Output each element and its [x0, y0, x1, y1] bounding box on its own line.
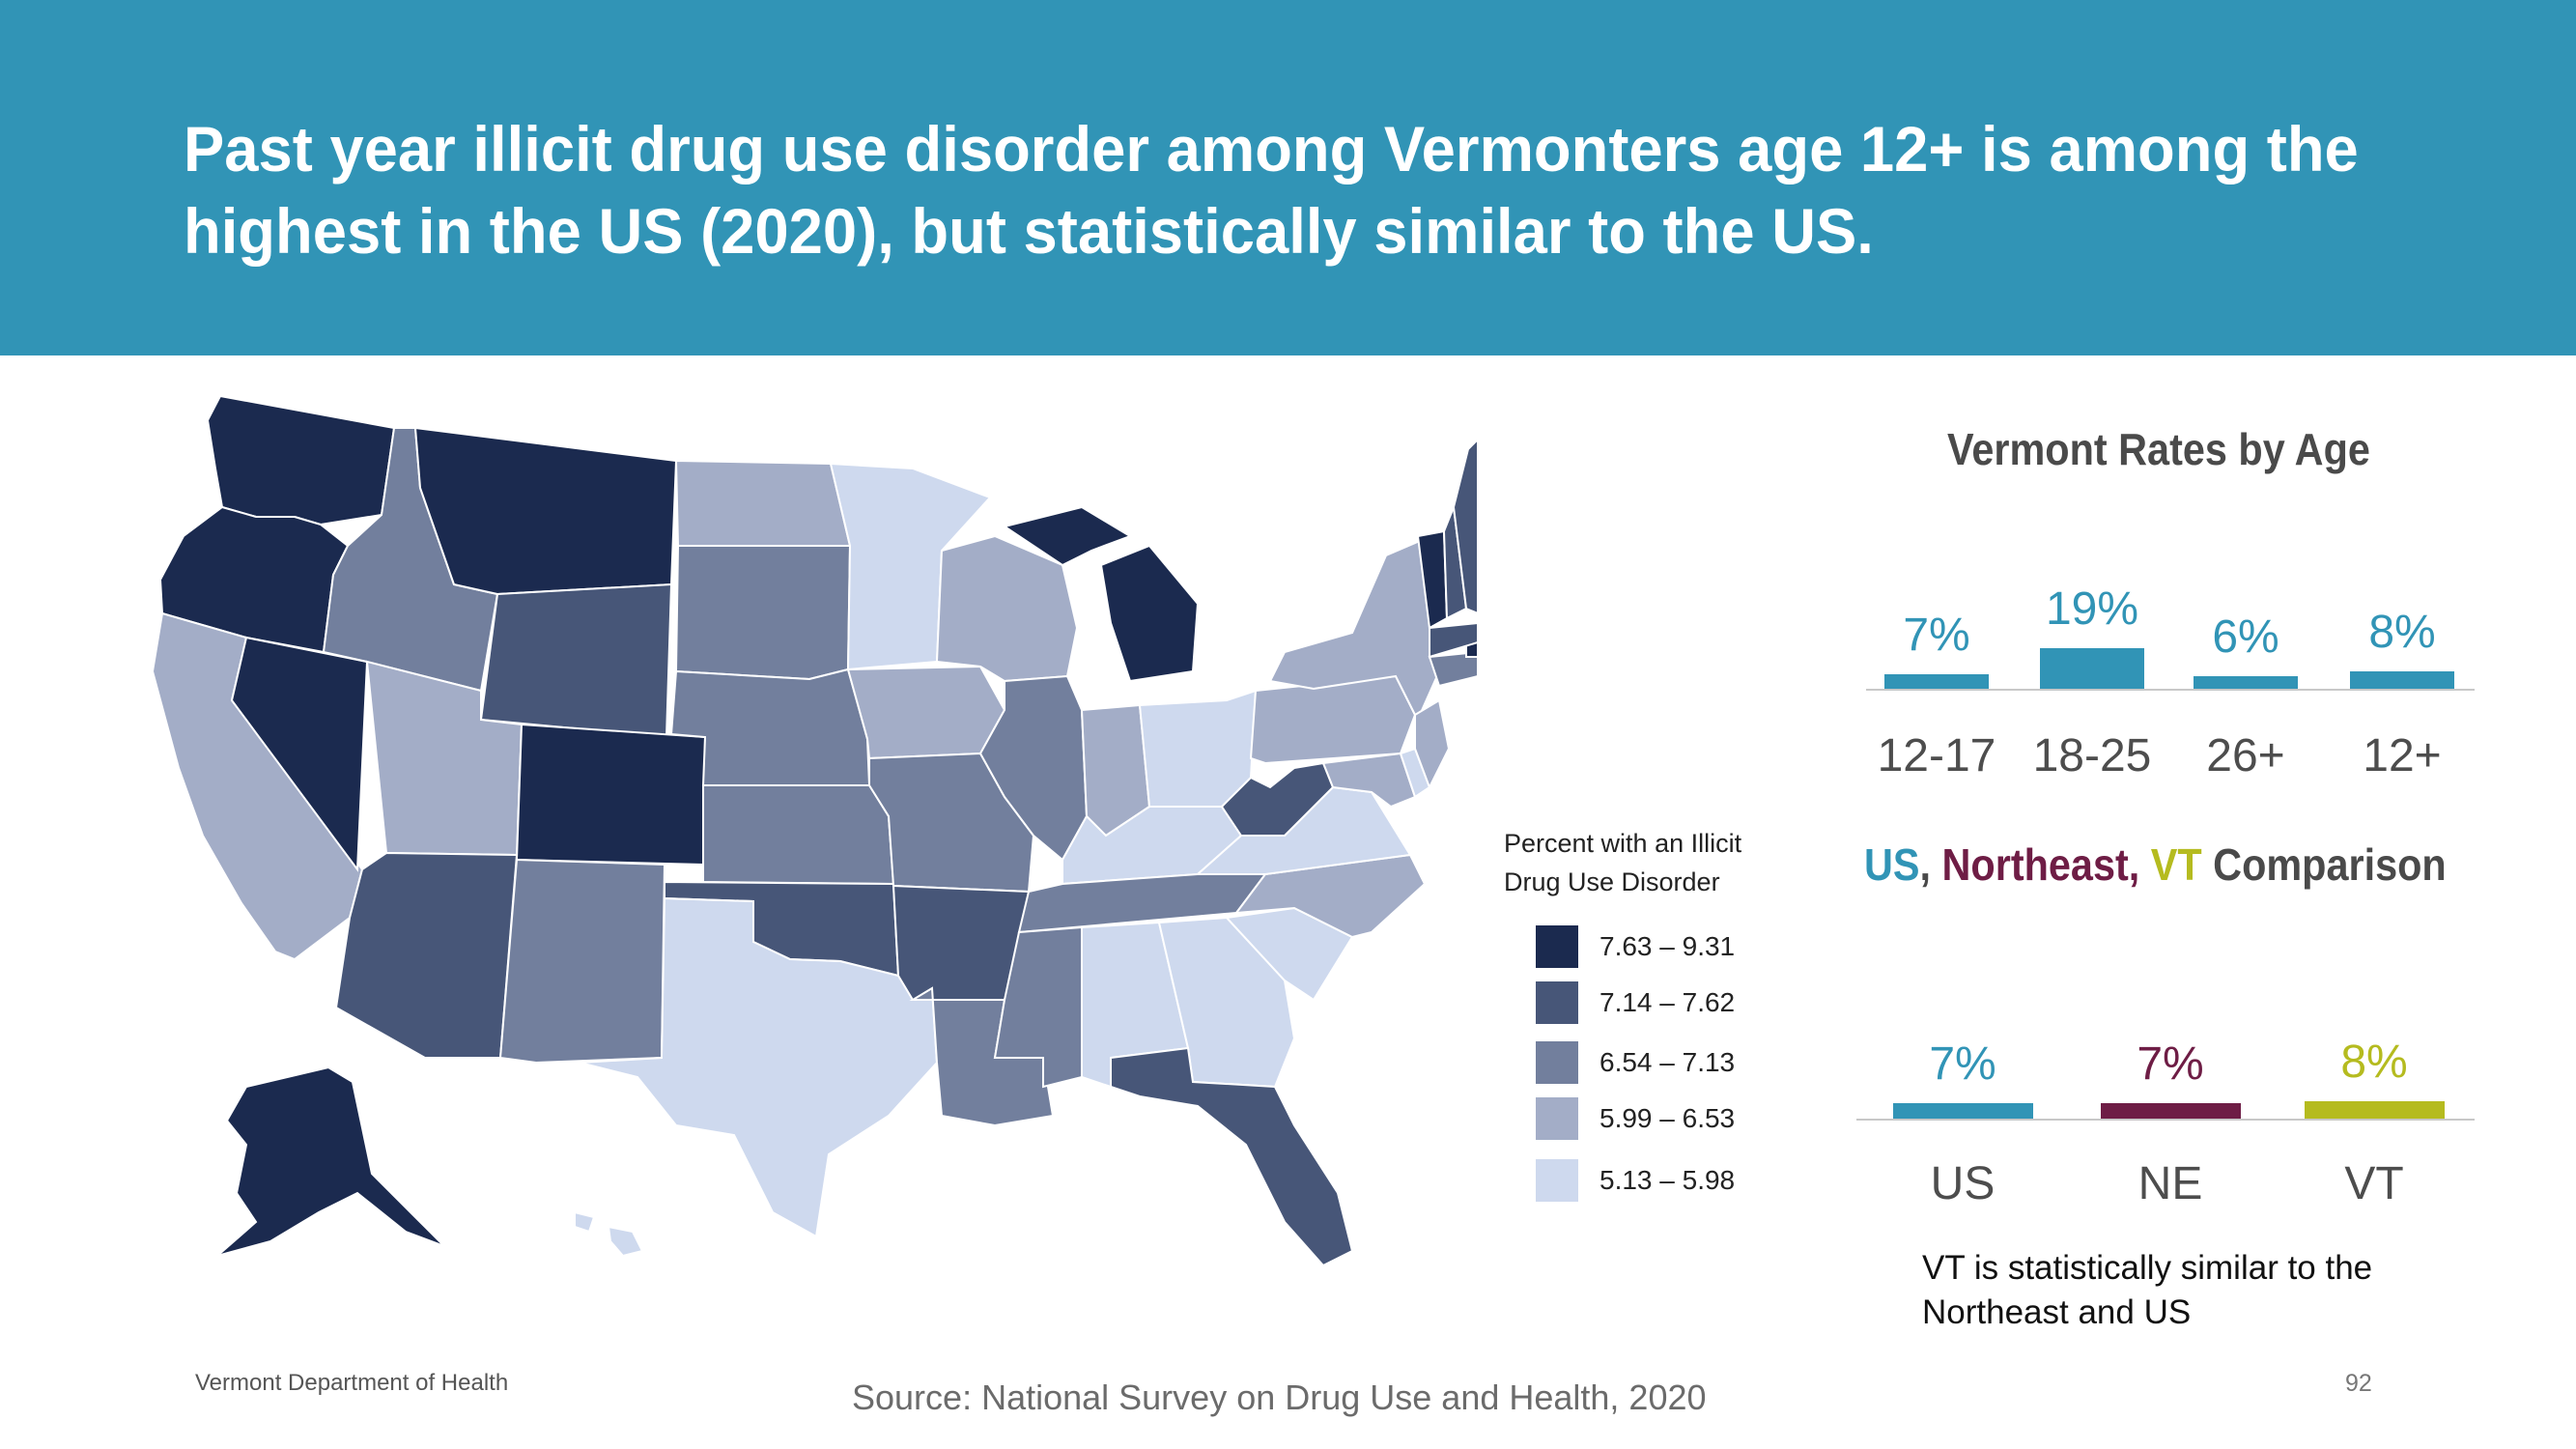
- bar-value-label: 7%: [2137, 1038, 2204, 1091]
- legend-swatch: [1536, 1159, 1578, 1202]
- legend-swatch: [1536, 1041, 1578, 1084]
- bar-us: [1892, 1103, 2033, 1119]
- state-CT: [1428, 650, 1478, 688]
- title-part-northeast: Northeast,: [1941, 839, 2140, 890]
- state-IA: [846, 665, 1006, 760]
- legend-label: 5.13 – 5.98: [1599, 1165, 1736, 1195]
- note-line-1: VT is statistically similar to the: [1922, 1249, 2373, 1287]
- category-label: NE: [2137, 1158, 2203, 1209]
- state-NY: [1268, 539, 1441, 716]
- legend-swatch: [1536, 981, 1578, 1024]
- us-choropleth-map: [151, 394, 1478, 1267]
- note-line-2: Northeast and US: [1922, 1293, 2192, 1331]
- state-KS: [702, 784, 895, 886]
- map-legend-title-line-1: Percent with an Illicit: [1504, 829, 1742, 858]
- state-MT: [413, 426, 678, 596]
- title-banner: [0, 0, 2576, 355]
- legend-swatch: [1536, 925, 1578, 968]
- bar-26+: [2194, 675, 2298, 689]
- significance-note: VT is statistically similar to the North…: [1922, 1246, 2463, 1335]
- page-number: 92: [2345, 1370, 2372, 1397]
- bar-ne: [2100, 1103, 2241, 1119]
- legend-label: 5.99 – 6.53: [1599, 1103, 1736, 1133]
- age-chart-baseline: [1866, 689, 2475, 691]
- state-TX: [579, 896, 939, 1238]
- category-label: 26+: [2206, 730, 2285, 781]
- title-line-1: Past year illicit drug use disorder amon…: [184, 113, 2359, 185]
- legend-label: 6.54 – 7.13: [1599, 1047, 1736, 1077]
- legend-label: 7.63 – 9.31: [1599, 931, 1736, 961]
- comparison-chart-title: US, Northeast, VT Comparison: [1864, 838, 2447, 891]
- category-label: 18-25: [2032, 730, 2152, 781]
- state-ME: [1452, 438, 1478, 615]
- title-part-us: US: [1864, 839, 1920, 890]
- state-PA: [1249, 674, 1417, 765]
- title-line-2: highest in the US (2020), but statistica…: [184, 195, 1874, 267]
- state-IL: [978, 674, 1089, 862]
- bar-18-25: [2040, 648, 2144, 689]
- state-ND: [674, 459, 852, 547]
- footer-source: Source: National Survey on Drug Use and …: [852, 1378, 1707, 1417]
- title-part-comparison: Comparison: [2201, 839, 2447, 890]
- bar-value-label: 7%: [1929, 1038, 1996, 1091]
- state-AZ: [334, 851, 519, 1059]
- category-label: VT: [2344, 1158, 2404, 1209]
- map-legend-title-line-2: Drug Use Disorder: [1504, 867, 1720, 896]
- bar-vt: [2304, 1101, 2445, 1119]
- age-chart-title: Vermont Rates by Age: [1947, 424, 2370, 474]
- state-SD: [674, 545, 852, 681]
- state-AK: [216, 1065, 445, 1257]
- bar-value-label: 6%: [2212, 611, 2279, 663]
- title-part-comma: ,: [1919, 839, 1942, 890]
- state-HI: [574, 1210, 644, 1258]
- bar-value-label: 8%: [2340, 1037, 2408, 1088]
- title-part-vt: VT: [2139, 839, 2202, 890]
- bar-value-label: 7%: [1903, 609, 1970, 661]
- slide-title: Past year illicit drug use disorder amon…: [184, 108, 2363, 272]
- state-WY: [479, 582, 673, 739]
- category-label: 12-17: [1877, 730, 1996, 781]
- bar-12-17: [1884, 673, 1989, 689]
- bar-value-label: 19%: [2045, 583, 2139, 635]
- bar-value-label: 8%: [2368, 607, 2436, 659]
- state-MI: [1002, 505, 1200, 683]
- category-label: 12+: [2363, 730, 2442, 781]
- state-FL: [1110, 1046, 1354, 1267]
- state-NJ: [1414, 698, 1451, 790]
- state-WA: [206, 394, 396, 526]
- footer-organization: Vermont Department of Health: [195, 1370, 509, 1396]
- category-label: US: [1930, 1158, 1996, 1209]
- legend-swatch: [1536, 1097, 1578, 1140]
- state-NM: [498, 858, 666, 1065]
- legend-label: 7.14 – 7.62: [1599, 987, 1736, 1017]
- comparison-chart-baseline: [1856, 1119, 2475, 1121]
- state-MA: [1429, 621, 1478, 659]
- map-legend-title: Percent with an Illicit Drug Use Disorde…: [1504, 824, 1823, 901]
- state-CO: [515, 723, 707, 867]
- bar-12+: [2350, 671, 2454, 689]
